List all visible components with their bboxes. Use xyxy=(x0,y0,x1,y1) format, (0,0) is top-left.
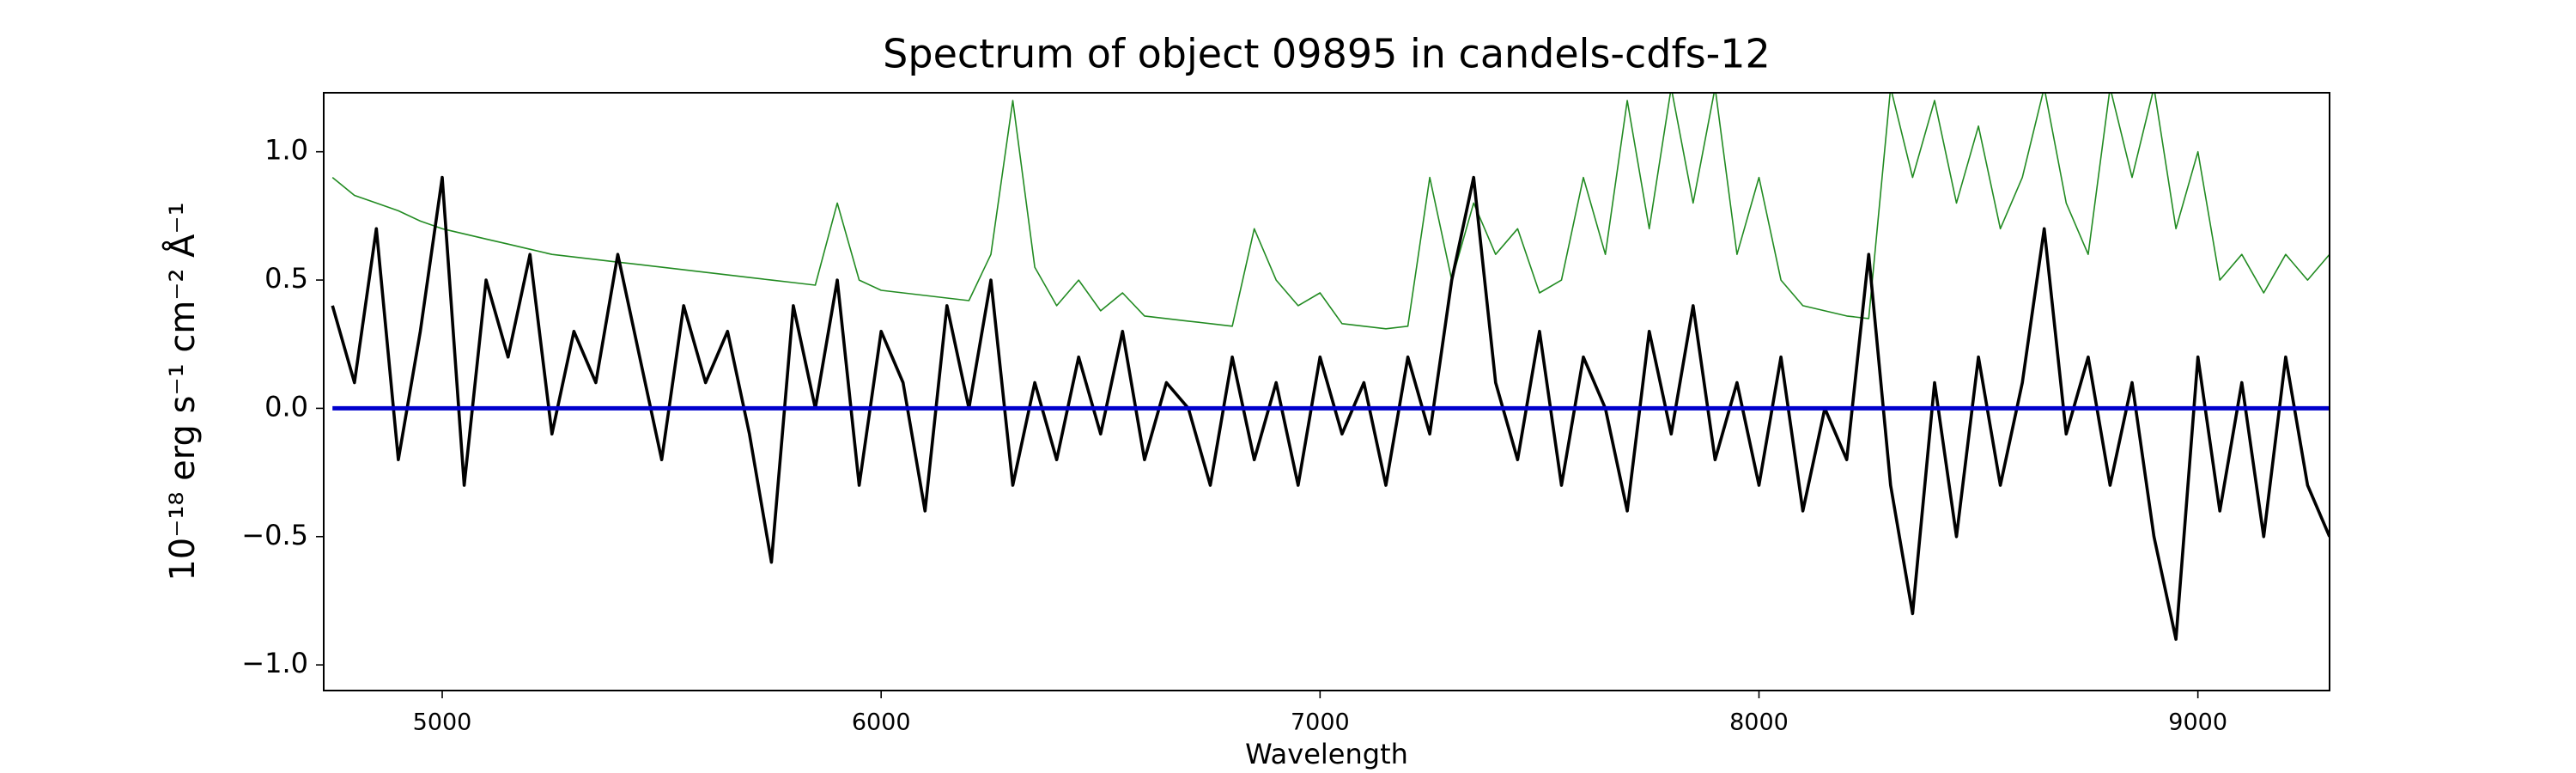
x-tick-label: 8000 xyxy=(1729,709,1789,736)
series-line xyxy=(331,175,2330,642)
y-tick-label: 0.5 xyxy=(264,262,308,295)
y-tick-label: −0.5 xyxy=(241,519,308,551)
plot-area xyxy=(331,93,2330,642)
x-tick-label: 7000 xyxy=(1291,709,1350,736)
x-tick-label: 6000 xyxy=(852,709,911,736)
chart-title: Spectrum of object 09895 in candels-cdfs… xyxy=(883,31,1771,77)
y-axis-label: 10⁻¹⁸ erg s⁻¹ cm⁻² Å⁻¹ xyxy=(161,202,203,581)
x-axis-label: Wavelength xyxy=(1245,738,1408,770)
y-tick-label: 0.0 xyxy=(264,390,308,423)
series-line xyxy=(331,93,2330,330)
y-tick-label: −1.0 xyxy=(241,647,308,679)
x-tick-label: 9000 xyxy=(2168,709,2227,736)
x-tick-label: 5000 xyxy=(413,709,472,736)
y-tick-label: 1.0 xyxy=(264,134,308,167)
plot-frame xyxy=(323,92,2330,691)
